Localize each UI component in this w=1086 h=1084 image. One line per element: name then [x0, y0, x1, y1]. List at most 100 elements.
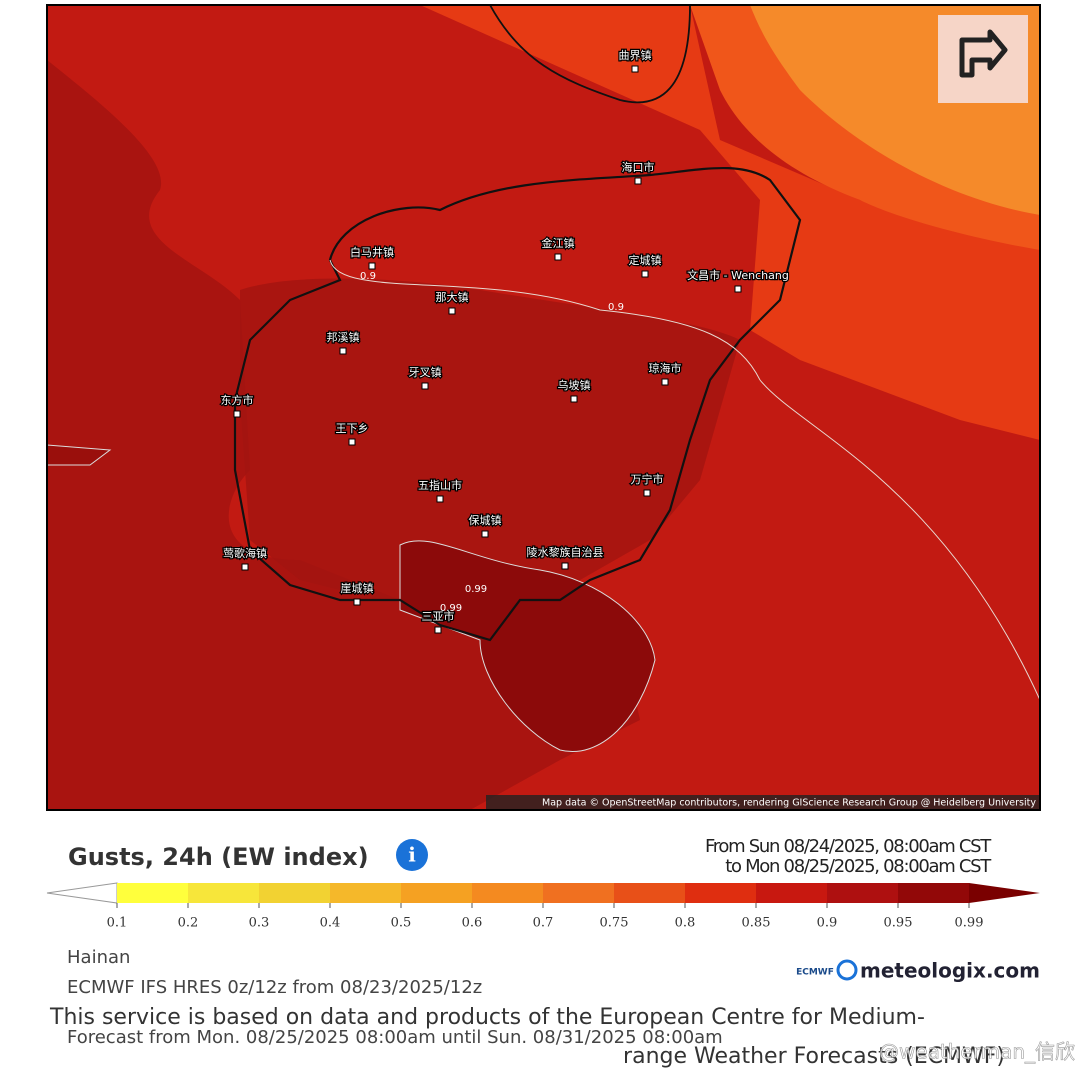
place-label: 牙叉镇	[409, 365, 442, 379]
zone	[420, 5, 1040, 440]
place-label: 金江镇	[542, 236, 575, 250]
place-marker	[561, 562, 569, 570]
place-label: 定城镇	[629, 253, 662, 267]
legend-arrow	[969, 883, 1040, 903]
title: Gusts, 24h (EW index)	[68, 843, 369, 871]
notice-line: range Weather Forecasts (ECMWF)	[623, 1044, 1005, 1069]
contour-label: 0.99	[440, 603, 462, 614]
legend-tick-label: 0.9	[817, 916, 838, 931]
legend: 0.1 0.2 0.3 0.4 0.5 0.6 0.7 0.75 0.8 0.85 0.9 0.95 0…	[46, 882, 1040, 931]
legend-tick-label: 0.7	[533, 916, 554, 931]
place-marker	[339, 347, 347, 355]
contour	[329, 259, 1040, 701]
logo-icon	[836, 959, 858, 981]
contour-label: 0.99	[465, 584, 487, 595]
attribution-bg	[486, 795, 1040, 810]
legend-swatch	[543, 883, 614, 903]
legend-tick-label: 0.8	[675, 916, 696, 931]
legend-swatch	[259, 883, 330, 903]
legend-swatch	[472, 883, 543, 903]
legend-tick-label: 0.95	[884, 916, 913, 931]
place-label: 海口市	[622, 160, 655, 174]
place-marker	[421, 382, 429, 390]
place-marker	[734, 285, 742, 293]
place-marker	[634, 177, 642, 185]
place-label: 曲界镇	[619, 48, 652, 62]
legend-tick-label: 0.4	[320, 916, 341, 931]
legend-tick-label: 0.2	[178, 916, 199, 931]
place-label: 文昌市 - Wenchang	[687, 268, 789, 282]
place-label: 万宁市	[631, 472, 664, 486]
legend-swatch	[330, 883, 401, 903]
place-label: 琼海市	[649, 361, 682, 375]
meteologix-logo: meteologix.com	[860, 959, 1040, 983]
place-label: 陵水黎族自治县	[527, 545, 604, 559]
zone	[399, 540, 656, 752]
watermark: @weatherman_信欣	[879, 1040, 1075, 1064]
contour-label: 0.9	[608, 302, 624, 313]
place-marker	[631, 65, 639, 73]
place-marker	[233, 410, 241, 418]
legend-swatch	[898, 883, 969, 903]
legend-tick-label: 0.99	[955, 916, 984, 931]
legend-swatch	[756, 883, 827, 903]
place-label: 那大镇	[436, 290, 469, 304]
model: ECMWF IFS HRES 0z/12z from 08/23/2025/12…	[67, 977, 482, 998]
place-label: 莺歌海镇	[223, 546, 267, 560]
zone	[47, 444, 112, 466]
place-marker	[436, 495, 444, 503]
legend-arrow	[46, 882, 118, 904]
notice-line: This service is based on data and produc…	[49, 1005, 925, 1030]
place-marker	[434, 626, 442, 634]
legend-swatch	[117, 883, 188, 903]
attribution: Map data © OpenStreetMap contributors, r…	[542, 798, 1036, 809]
place-label: 崖城镇	[341, 581, 374, 595]
place-marker	[481, 530, 489, 538]
contour-label: 0.9	[360, 271, 376, 282]
region: Hainan	[67, 947, 130, 968]
place-label: 东方市	[221, 393, 254, 407]
legend-swatch	[401, 883, 472, 903]
coastline	[489, 5, 691, 104]
legend-tick-label: 0.85	[742, 916, 771, 931]
ecmwf-logo: ECMWF	[796, 968, 834, 978]
period-from: From Sun 08/24/2025, 08:00am CST	[705, 836, 992, 857]
map-frame	[46, 4, 1041, 811]
place-marker	[554, 253, 562, 261]
place-marker	[353, 598, 361, 606]
place-label: 乌坡镇	[558, 378, 591, 392]
legend-tick-label: 0.75	[600, 916, 629, 931]
place-label: 邦溪镇	[327, 330, 360, 344]
place-marker	[241, 563, 249, 571]
map: Map data © OpenStreetMap contributors, r…	[47, 5, 1040, 810]
place-label: 王下乡	[336, 422, 369, 435]
legend-tick-label: 0.1	[107, 916, 128, 931]
period-to: to Mon 08/25/2025, 08:00am CST	[725, 856, 992, 877]
legend-tick-label: 0.5	[391, 916, 412, 931]
coastline	[233, 166, 802, 642]
place-marker	[348, 438, 356, 446]
info-icon: i	[408, 843, 416, 867]
place-marker	[368, 262, 376, 270]
legend-swatch	[685, 883, 756, 903]
place-marker	[448, 307, 456, 315]
place-label: 保城镇	[469, 513, 502, 527]
legend-tick-label: 0.3	[249, 916, 270, 931]
legend-tick-label: 0.6	[462, 916, 483, 931]
legend-swatch	[614, 883, 685, 903]
place-label: 三亚市	[422, 609, 455, 623]
legend-swatch	[188, 883, 259, 903]
place-marker	[570, 395, 578, 403]
place-label: 白马井镇	[350, 245, 394, 259]
info-button[interactable]	[396, 839, 428, 871]
place-label: 五指山市	[418, 478, 462, 492]
legend-swatch	[827, 883, 898, 903]
place-marker	[641, 270, 649, 278]
place-marker	[661, 378, 669, 386]
place-marker	[643, 489, 651, 497]
forecast: Forecast from Mon. 08/25/2025 08:00am un…	[67, 1027, 723, 1048]
zone	[240, 278, 740, 600]
